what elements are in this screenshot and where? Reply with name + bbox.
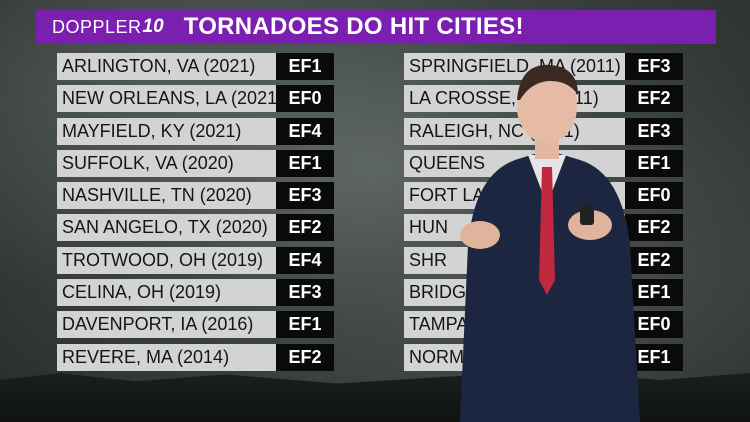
tornado-row: NASHVILLE, TN (2020) EF3 bbox=[57, 182, 334, 210]
ef-rating: EF2 bbox=[625, 246, 683, 274]
ef-rating: EF4 bbox=[276, 246, 334, 274]
city-label: SAN ANGELO, TX (2020) bbox=[57, 214, 276, 242]
logo-word: DOPPLER bbox=[52, 16, 142, 37]
tornado-row: NEW ORLEANS, LA (2021) EF0 bbox=[57, 85, 334, 113]
tornado-row: SAN ANGELO, TX (2020) EF2 bbox=[57, 214, 334, 242]
ef-rating: EF1 bbox=[276, 311, 334, 339]
tornado-row: CELINA, OH (2019) EF3 bbox=[57, 279, 334, 307]
ef-rating: EF4 bbox=[276, 117, 334, 145]
ef-rating: EF2 bbox=[276, 343, 334, 371]
ef-rating: EF2 bbox=[625, 85, 683, 113]
ef-rating: EF1 bbox=[625, 149, 683, 177]
city-label: NEW ORLEANS, LA (2021) bbox=[57, 85, 276, 113]
city-label: CELINA, OH (2019) bbox=[57, 279, 276, 307]
city-label: DAVENPORT, IA (2016) bbox=[57, 311, 276, 339]
title-banner: DOPPLER 10 TORNADOES DO HIT CITIES! bbox=[36, 10, 716, 44]
ef-rating: EF1 bbox=[625, 279, 683, 307]
logo-number: 10 bbox=[142, 16, 164, 37]
ef-rating: EF3 bbox=[276, 182, 334, 210]
city-label: SUFFOLK, VA (2020) bbox=[57, 149, 276, 177]
city-label: LA CROSSE, WI (2011) bbox=[404, 85, 625, 113]
left-city-list: ARLINGTON, VA (2021) EF1 NEW ORLEANS, LA (… bbox=[57, 53, 334, 376]
ef-rating: EF0 bbox=[276, 85, 334, 113]
ef-rating: EF1 bbox=[276, 53, 334, 80]
city-label: NASHVILLE, TN (2020) bbox=[57, 182, 276, 210]
tornado-row: MAYFIELD, KY (2021) EF4 bbox=[57, 117, 334, 145]
ef-rating: EF3 bbox=[625, 53, 683, 80]
station-logo: DOPPLER 10 bbox=[52, 10, 164, 44]
tornado-row: ARLINGTON, VA (2021) EF1 bbox=[57, 53, 334, 80]
city-label: ARLINGTON, VA (2021) bbox=[57, 53, 276, 80]
tornado-row: TROTWOOD, OH (2019) EF4 bbox=[57, 246, 334, 274]
tornado-row: SPRINGFIELD, MA (2011) EF3 bbox=[404, 53, 683, 80]
ef-rating: EF2 bbox=[276, 214, 334, 242]
city-label: MAYFIELD, KY (2021) bbox=[57, 117, 276, 145]
city-label: REVERE, MA (2014) bbox=[57, 343, 276, 371]
tornado-row: SUFFOLK, VA (2020) EF1 bbox=[57, 149, 334, 177]
ef-rating: EF2 bbox=[625, 214, 683, 242]
tornado-row: LA CROSSE, WI (2011) EF2 bbox=[404, 85, 683, 113]
ef-rating: EF3 bbox=[276, 279, 334, 307]
presenter-figure bbox=[460, 64, 640, 422]
ef-rating: EF1 bbox=[276, 149, 334, 177]
city-label: SPRINGFIELD, MA (2011) bbox=[404, 53, 625, 80]
ef-rating: EF0 bbox=[625, 182, 683, 210]
tornado-row: DAVENPORT, IA (2016) EF1 bbox=[57, 311, 334, 339]
ef-rating: EF3 bbox=[625, 117, 683, 145]
tornado-row: REVERE, MA (2014) EF2 bbox=[57, 343, 334, 371]
page-title: TORNADOES DO HIT CITIES! bbox=[183, 13, 524, 40]
city-label: TROTWOOD, OH (2019) bbox=[57, 246, 276, 274]
